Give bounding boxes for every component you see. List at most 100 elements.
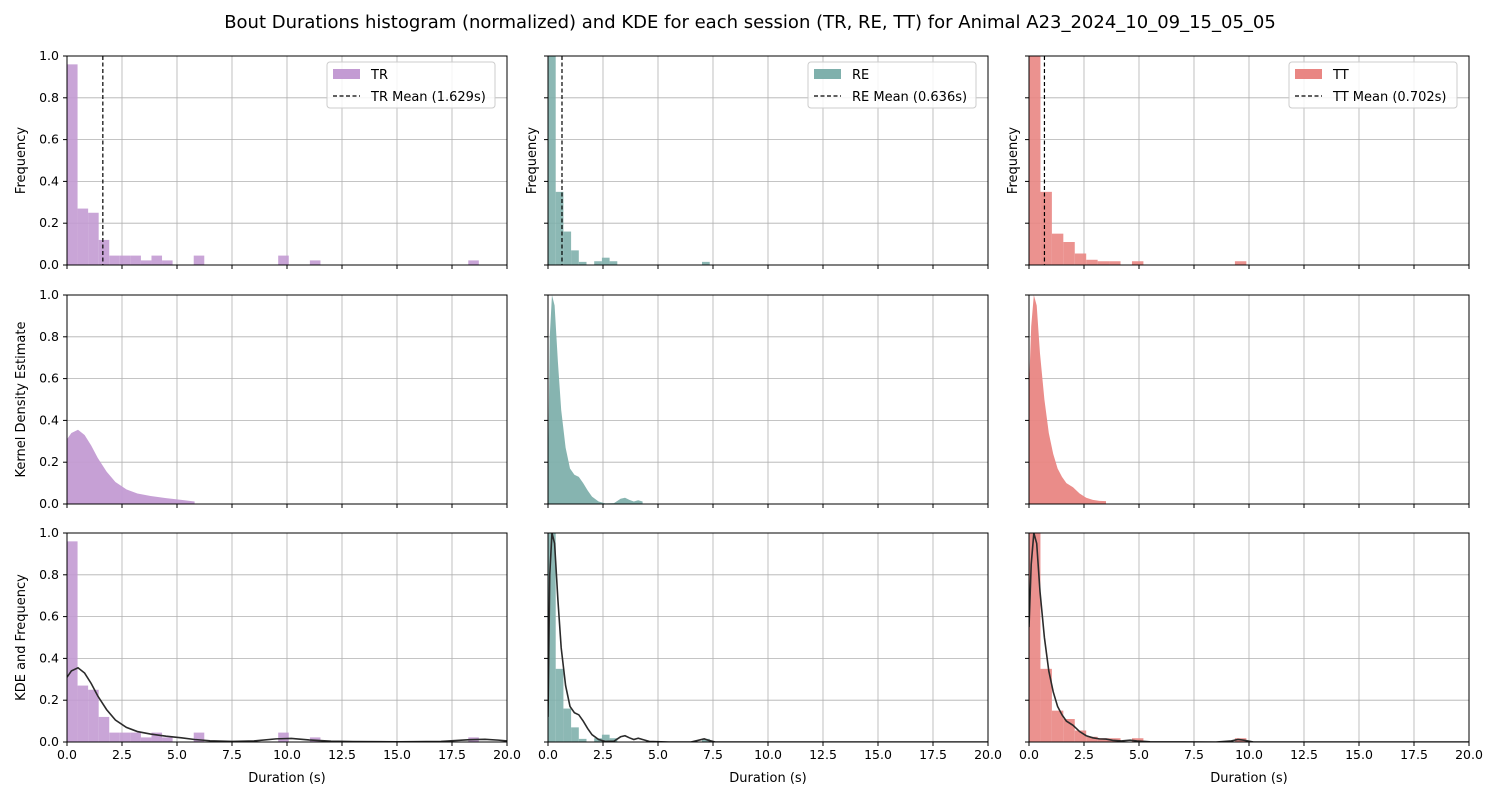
plot-area [548, 295, 643, 504]
y-tick-label: 0.6 [39, 371, 59, 386]
histogram-bar [193, 732, 205, 742]
legend-box [326, 61, 496, 109]
subplot-tt-row3: 0.0 2.5 5.0 7.5 10.0 12.5 15.0 17.5 20.0 Duration… [1019, 532, 1483, 786]
histogram-bar [1029, 533, 1041, 742]
y-tick-label: 0.8 [39, 90, 59, 105]
histogram-bar [140, 737, 152, 742]
histogram-bar [1063, 242, 1075, 265]
histogram-bar [140, 260, 152, 265]
histogram-bar [1040, 191, 1052, 265]
y-tick-label: 1.0 [39, 48, 59, 63]
y-tick-label: 0.0 [39, 257, 59, 272]
y-tick-label: 0.2 [39, 454, 59, 469]
x-tick-label: 10.0 [273, 747, 301, 762]
histogram-bar [555, 191, 564, 265]
histogram-bar [1074, 730, 1087, 742]
kde-line [1029, 533, 1469, 742]
plot-area [548, 56, 710, 265]
kde-area [67, 429, 195, 504]
plot-area [67, 541, 507, 742]
y-tick-label: 0.6 [39, 132, 59, 147]
histogram-bar [193, 255, 205, 265]
histogram-bar [702, 738, 710, 742]
histogram-bar [1063, 719, 1075, 742]
histogram-bar [88, 689, 99, 742]
histogram-bar [468, 260, 479, 265]
x-tick-label: 7.5 [703, 747, 723, 762]
y-tick-label: 1.0 [39, 525, 59, 540]
histogram-bar [77, 208, 89, 265]
histogram-bar [119, 732, 131, 742]
figure-title: Bout Durations histogram (normalized) an… [224, 12, 1276, 33]
legend-box [807, 61, 977, 109]
legend: TR TR Mean (1.629s) [326, 61, 496, 109]
kde-area [1029, 295, 1106, 504]
legend: TT TT Mean (0.702s) [1288, 61, 1458, 109]
x-tick-label: 20.0 [493, 747, 521, 762]
histogram-bar [571, 727, 579, 742]
x-tick-label: 20.0 [974, 747, 1002, 762]
x-tick-label: 0.0 [538, 747, 558, 762]
x-tick-label: 12.5 [328, 747, 356, 762]
histogram-bar [601, 734, 610, 742]
y-tick-label: 0.4 [39, 412, 59, 427]
histogram-bar [548, 533, 556, 742]
histogram-bar [1029, 56, 1041, 265]
histogram-bar [109, 732, 120, 742]
y-axis-label: Frequency [14, 127, 29, 194]
histogram-bar [1074, 253, 1087, 265]
legend-label-mean: RE Mean (0.636s) [852, 90, 967, 105]
y-axis-label: Frequency [525, 127, 540, 194]
plot-area [1029, 295, 1106, 504]
x-tick-label: 20.0 [1455, 747, 1483, 762]
subplot-re-row2 [544, 294, 989, 508]
histogram-bar [98, 716, 110, 742]
subplot-re-row1: RE RE Mean (0.636s) Frequency [525, 55, 989, 269]
histogram-bar [67, 541, 78, 742]
legend-label-tt: TT [1332, 68, 1349, 83]
histogram-bar [578, 261, 587, 265]
histogram-bar [67, 64, 78, 265]
histogram-bar [109, 255, 120, 265]
histogram-bar [555, 668, 564, 742]
x-tick-label: 0.0 [1019, 747, 1039, 762]
y-tick-label: 0.8 [39, 567, 59, 582]
histogram-bar [563, 708, 572, 742]
legend-label-mean: TT Mean (0.702s) [1332, 90, 1446, 105]
x-tick-label: 15.0 [864, 747, 892, 762]
histogram-bar [1040, 668, 1052, 742]
legend-label-re: RE [852, 68, 869, 83]
legend-box [1288, 61, 1458, 109]
y-tick-label: 0.4 [39, 173, 59, 188]
x-tick-label: 10.0 [754, 747, 782, 762]
subplot-tr-row1: TR TR Mean (1.629s) 0.0 0.2 0.4 0.6 0.8 1.0 Freq… [14, 48, 508, 272]
histogram-bar [1109, 261, 1121, 265]
y-tick-label: 0.0 [39, 734, 59, 749]
y-axis-label: Kernel Density Estimate [14, 322, 29, 478]
histogram-bar [309, 260, 321, 265]
histogram-bar [1086, 736, 1098, 742]
x-tick-label: 5.0 [1129, 747, 1149, 762]
histogram-bar [151, 255, 163, 265]
plot-area [1029, 56, 1247, 265]
subplot-tt-row2 [1025, 294, 1470, 508]
x-tick-label: 2.5 [593, 747, 613, 762]
subplot-tt-row1: TT TT Mean (0.702s) Frequency [1006, 55, 1470, 269]
plot-area [67, 429, 195, 504]
x-tick-label: 15.0 [1345, 747, 1373, 762]
histogram-bar [162, 737, 173, 742]
y-tick-label: 0.4 [39, 650, 59, 665]
x-tick-label: 2.5 [1074, 747, 1094, 762]
histogram-bar [594, 261, 602, 265]
histogram-bar [563, 231, 572, 265]
histogram-bar [594, 738, 602, 742]
legend: RE RE Mean (0.636s) [807, 61, 977, 109]
histogram-bar [1051, 233, 1064, 265]
histogram-bar [1086, 259, 1098, 265]
legend-label-mean: TR Mean (1.629s) [370, 90, 486, 105]
x-axis-label: Duration (s) [729, 771, 807, 786]
histogram-bar [278, 732, 289, 742]
histogram-bar [1234, 261, 1247, 265]
histogram-bar [548, 56, 556, 265]
